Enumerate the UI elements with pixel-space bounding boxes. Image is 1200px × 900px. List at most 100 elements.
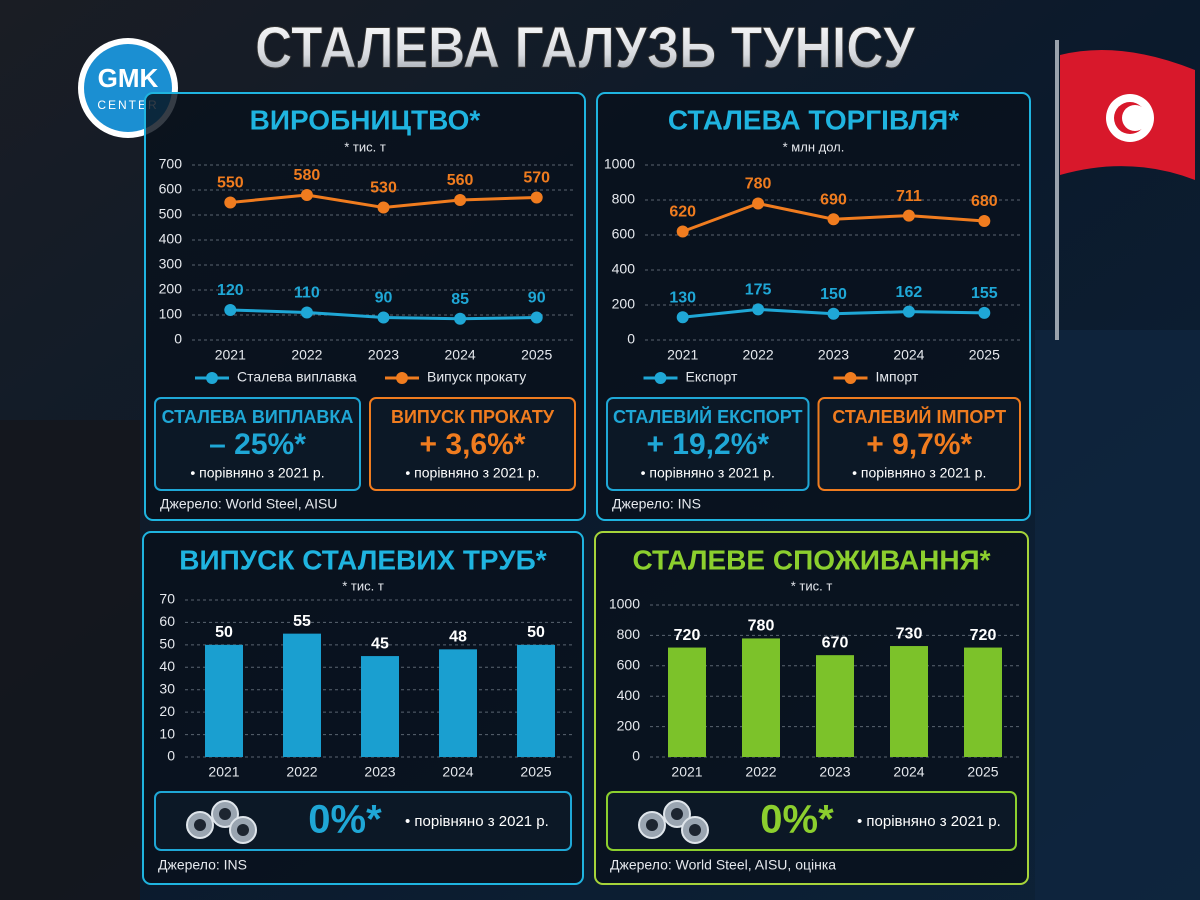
point — [978, 215, 991, 227]
x-tick-label: 2024 — [442, 764, 473, 780]
card-title: СТАЛЕВИЙ ЕКСПОРТ — [613, 406, 803, 427]
data-label: 620 — [669, 204, 696, 221]
data-label: 45 — [371, 635, 389, 652]
data-label: 570 — [523, 170, 550, 187]
x-tick-label: 2023 — [368, 347, 399, 363]
main-title: СТАЛЕВА ГАЛУЗЬ ТУНІСУ — [255, 15, 916, 80]
data-label: 780 — [748, 618, 775, 635]
source: Джерело: INS — [612, 496, 701, 512]
data-label: 50 — [527, 624, 545, 641]
data-label: 550 — [217, 175, 244, 192]
y-tick-label: 40 — [159, 658, 175, 674]
panel-subtitle: * тис. т — [344, 139, 386, 154]
y-tick-label: 70 — [159, 591, 175, 607]
bar — [964, 647, 1002, 757]
source: Джерело: World Steel, AISU — [160, 496, 337, 512]
x-tick-label: 2025 — [967, 764, 998, 780]
card-note: • порівняно з 2021 р. — [405, 465, 539, 481]
bar — [283, 633, 321, 757]
data-label: 130 — [669, 289, 696, 306]
card-note: • порівняно з 2021 р. — [857, 813, 1001, 830]
icon-part — [671, 808, 683, 820]
decor-port — [1035, 330, 1200, 900]
icon-part — [219, 808, 231, 820]
data-label: 110 — [294, 285, 320, 302]
data-label: 120 — [217, 282, 244, 299]
card-title: СТАЛЕВИЙ ІМПОРТ — [832, 406, 1006, 427]
point — [752, 197, 765, 210]
legend-label: Експорт — [686, 369, 738, 385]
icon-part — [194, 819, 206, 831]
summary-card — [817, 397, 1021, 491]
flag-crescent-cut — [1122, 105, 1148, 131]
y-tick-label: 700 — [159, 156, 183, 172]
y-tick-label: 0 — [627, 331, 635, 347]
point — [454, 194, 467, 206]
panel-subtitle: * тис. т — [791, 578, 833, 593]
data-label: 48 — [449, 629, 467, 646]
card-value: + 9,7%* — [866, 428, 972, 461]
y-tick-label: 300 — [159, 256, 183, 272]
point — [827, 213, 840, 226]
card-value: 0%* — [308, 798, 382, 842]
icon-part — [237, 824, 249, 836]
point — [300, 189, 313, 201]
bar — [439, 649, 477, 757]
point — [752, 303, 765, 316]
x-tick-label: 2022 — [286, 764, 317, 780]
y-tick-label: 0 — [167, 748, 175, 764]
card-value: + 3,6%* — [420, 428, 526, 461]
panel-title: ВИПУСК СТАЛЕВИХ ТРУБ* — [179, 544, 546, 575]
y-tick-label: 800 — [617, 626, 641, 642]
y-tick-label: 10 — [159, 725, 175, 741]
point — [530, 191, 543, 204]
card-note: • порівняно з 2021 р. — [641, 465, 775, 481]
data-label: 55 — [293, 613, 311, 630]
data-label: 680 — [971, 193, 998, 210]
point — [978, 306, 991, 319]
x-tick-label: 2023 — [818, 347, 849, 363]
bar — [890, 646, 928, 757]
data-label: 711 — [896, 188, 922, 205]
card-note: • порівняно з 2021 р. — [852, 465, 986, 481]
point — [676, 311, 689, 324]
card-note: • порівняно з 2021 р. — [405, 813, 549, 830]
x-tick-label: 2022 — [745, 764, 776, 780]
x-tick-label: 2024 — [893, 347, 924, 363]
legend-label: Імпорт — [876, 369, 919, 385]
legend-label: Випуск прокату — [427, 369, 526, 385]
data-label: 155 — [971, 285, 998, 302]
data-label: 730 — [896, 625, 923, 642]
bar — [205, 644, 243, 757]
y-tick-label: 1000 — [609, 596, 640, 612]
data-label: 175 — [745, 282, 772, 299]
y-tick-label: 0 — [632, 748, 640, 764]
card-value: – 25%* — [209, 428, 306, 461]
data-label: 670 — [822, 634, 849, 651]
point — [827, 307, 840, 320]
source: Джерело: INS — [158, 857, 247, 873]
y-tick-label: 800 — [612, 191, 636, 207]
data-label: 580 — [294, 167, 321, 184]
card-title: СТАЛЕВА ВИПЛАВКА — [162, 407, 354, 427]
data-label: 560 — [447, 172, 474, 189]
card-title: ВИПУСК ПРОКАТУ — [391, 407, 555, 427]
data-label: 150 — [820, 286, 847, 303]
panel-title: СТАЛЕВЕ СПОЖИВАННЯ* — [632, 544, 990, 575]
bar — [361, 656, 399, 757]
legend-label: Сталева виплавка — [237, 369, 357, 385]
y-tick-label: 100 — [159, 306, 183, 322]
y-tick-label: 60 — [159, 613, 175, 629]
legend-marker — [206, 372, 218, 384]
point — [454, 312, 467, 325]
panel-subtitle: * тис. т — [342, 578, 384, 593]
point — [377, 201, 390, 214]
y-tick-label: 400 — [617, 687, 641, 703]
panel-title: СТАЛЕВА ТОРГІВЛЯ* — [668, 104, 959, 135]
y-tick-label: 1000 — [604, 156, 635, 172]
summary-card — [154, 397, 361, 491]
logo-subtext: CENTER — [97, 98, 158, 112]
point — [902, 209, 915, 222]
